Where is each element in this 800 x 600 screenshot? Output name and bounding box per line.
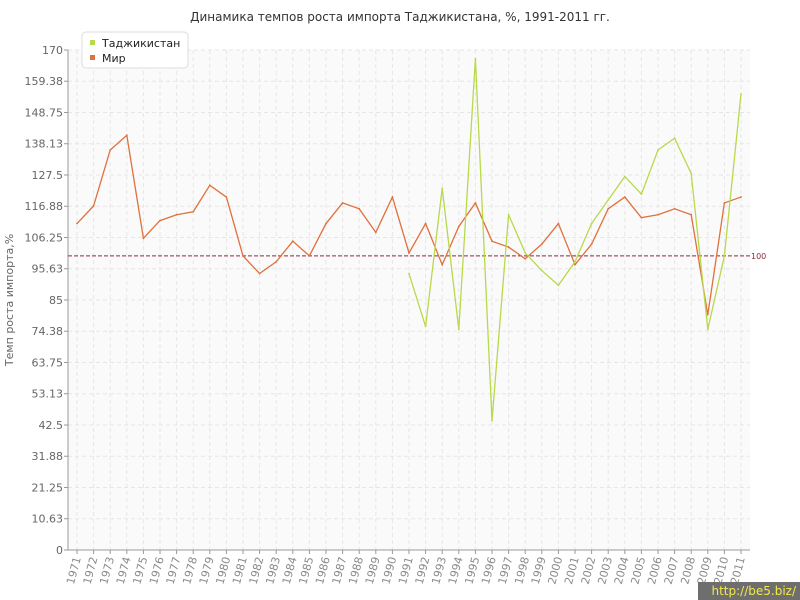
y-tick-label: 0 — [56, 544, 63, 557]
legend: Таджикистан Мир — [81, 31, 189, 69]
data-point-world — [391, 196, 394, 198]
data-point-world — [374, 231, 377, 234]
series-layer — [76, 57, 742, 422]
data-point-tajikistan — [640, 193, 643, 196]
legend-label-tajikistan: Таджикистан — [101, 37, 180, 50]
legend-box — [81, 31, 189, 69]
data-point-world — [590, 243, 593, 246]
data-point-world — [275, 260, 278, 263]
data-point-world — [491, 240, 493, 243]
data-point-world — [740, 196, 742, 198]
data-point-world — [159, 219, 161, 222]
data-point-tajikistan — [491, 419, 493, 422]
data-point-world — [673, 207, 676, 210]
y-tick-label: 10.63 — [32, 513, 64, 526]
data-point-tajikistan — [474, 57, 477, 60]
data-point-world — [242, 254, 244, 257]
data-point-tajikistan — [507, 213, 510, 216]
y-tick-label: 31.88 — [32, 450, 64, 463]
y-tick-label: 159.38 — [25, 75, 64, 88]
data-point-tajikistan — [673, 137, 676, 140]
data-point-tajikistan — [723, 254, 726, 257]
data-point-world — [76, 222, 78, 225]
y-tick-label: 85 — [49, 294, 63, 307]
data-point-tajikistan — [607, 199, 610, 201]
data-point-world — [574, 263, 576, 266]
data-point-world — [723, 202, 726, 204]
data-point-world — [225, 196, 228, 198]
y-tick-label: 106.25 — [25, 232, 64, 245]
watermark[interactable]: http://be5.biz/ — [698, 582, 800, 600]
data-point-world — [258, 272, 261, 275]
data-point-world — [92, 204, 95, 207]
data-point-world — [607, 207, 610, 210]
data-point-world — [291, 240, 294, 243]
y-tick-label: 53.13 — [32, 388, 64, 401]
data-point-tajikistan — [590, 222, 593, 225]
y-tick-label: 170 — [42, 44, 63, 57]
y-tick-label: 95.63 — [32, 263, 64, 276]
y-tick-label: 42.5 — [39, 419, 64, 432]
data-point-world — [125, 134, 128, 137]
data-point-tajikistan — [557, 284, 560, 287]
data-point-world — [325, 222, 327, 225]
data-point-world — [408, 252, 410, 254]
data-point-world — [557, 222, 560, 225]
data-point-world — [474, 202, 477, 204]
y-tick-label: 74.38 — [32, 325, 64, 338]
legend-label-world: Мир — [102, 52, 126, 65]
data-point-tajikistan — [457, 328, 460, 331]
data-point-world — [657, 213, 659, 216]
data-point-tajikistan — [524, 252, 527, 254]
data-point-tajikistan — [441, 187, 444, 190]
data-point-tajikistan — [424, 325, 427, 328]
data-point-world — [640, 216, 643, 219]
data-point-tajikistan — [690, 172, 693, 175]
chart-title: Динамика темпов роста импорта Таджикиста… — [190, 10, 610, 24]
data-point-tajikistan — [623, 175, 626, 178]
y-axis-label: Темп роста импорта,% — [3, 234, 16, 367]
data-point-world — [192, 210, 195, 213]
data-point-tajikistan — [657, 149, 659, 151]
plot-area — [68, 50, 750, 550]
reference-line-label: 100 — [751, 252, 766, 261]
data-point-world — [109, 149, 112, 151]
data-point-world — [540, 243, 543, 246]
data-point-tajikistan — [574, 260, 576, 263]
data-point-tajikistan — [740, 93, 742, 96]
series-world — [76, 134, 742, 316]
data-point-world — [507, 246, 510, 248]
data-point-world — [524, 257, 527, 260]
data-point-tajikistan — [706, 328, 709, 331]
data-point-world — [457, 225, 460, 228]
data-point-world — [142, 237, 145, 240]
y-tick-label: 148.75 — [25, 107, 64, 120]
data-point-world — [208, 184, 211, 187]
data-point-tajikistan — [408, 272, 410, 275]
data-point-tajikistan — [540, 269, 543, 272]
legend-marker-world — [90, 55, 95, 60]
data-point-world — [623, 196, 626, 198]
y-tick-label: 63.75 — [32, 357, 64, 370]
data-point-world — [308, 254, 311, 257]
data-point-world — [441, 263, 444, 266]
y-tick-label: 138.13 — [25, 138, 64, 151]
data-point-world — [358, 207, 361, 210]
reference-line-layer: 100 — [68, 252, 766, 261]
y-tick-label: 116.88 — [25, 200, 64, 213]
data-point-world — [175, 213, 178, 216]
data-point-world — [706, 313, 709, 316]
data-point-world — [341, 202, 344, 204]
series-tajikistan — [408, 57, 742, 422]
legend-marker-tajikistan — [90, 40, 95, 45]
data-point-world — [690, 213, 693, 216]
data-point-world — [424, 222, 427, 225]
y-tick-label: 21.25 — [32, 482, 64, 495]
y-tick-label: 127.5 — [32, 169, 64, 182]
